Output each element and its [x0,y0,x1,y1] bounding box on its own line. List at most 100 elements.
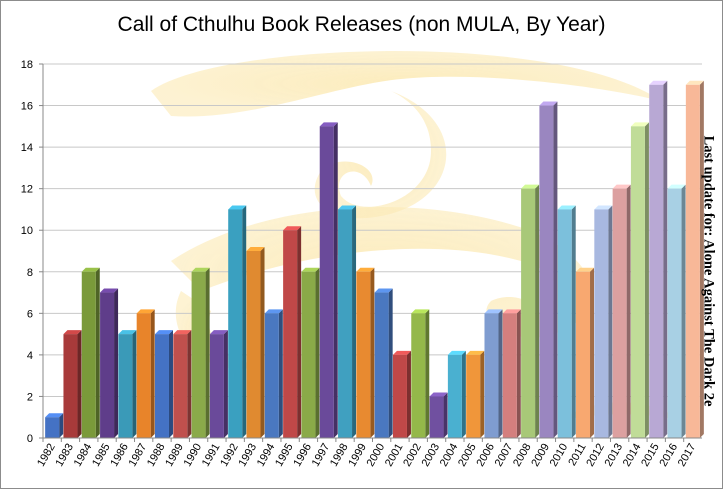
bar-side [132,330,137,438]
bar-side [516,309,521,438]
bar-front [136,313,151,438]
bar-2005 [466,350,485,438]
bar-front [301,271,316,438]
x-tick-label: 2007 [493,441,516,468]
x-tick-label: 2000 [365,442,388,469]
x-tick-label: 2006 [474,441,497,468]
bar-1996 [301,267,320,438]
bar-side [608,205,613,438]
bar-top [502,309,521,314]
bar-top [447,350,466,355]
bar-front [685,84,700,439]
bar-2008 [521,184,540,438]
x-tick-label: 1995 [273,442,296,469]
x-tick-label: 1996 [291,442,314,469]
bar-side [59,413,64,438]
bar-side [461,350,466,438]
bars [45,80,704,439]
bar-2007 [502,309,521,438]
bar-top [685,80,704,85]
x-tick-label: 2003 [420,442,443,469]
y-tick-label: 14 [21,142,33,154]
bar-2015 [649,80,668,439]
bar-top [356,267,375,272]
bar-front [576,271,591,438]
bar-top [45,413,64,418]
bar-top [411,309,430,314]
bar-top [576,267,595,272]
bar-2016 [667,184,686,438]
x-tick-label: 2004 [438,442,461,469]
bar-top [118,330,137,335]
bar-top [246,247,265,251]
x-tick-label: 2008 [511,442,534,469]
bar-top [319,122,338,127]
bar-front [447,354,462,438]
x-tick-label: 2012 [584,442,607,469]
bar-front [356,271,371,438]
x-tick-label: 1998 [328,442,351,469]
bar-side [498,309,503,438]
x-tick-label: 1994 [255,442,278,469]
bar-side [644,122,649,438]
bar-side [168,330,173,438]
bar-front [466,354,481,438]
x-tick-label: 1997 [310,442,333,469]
x-tick-label: 1999 [346,442,369,469]
y-tick-label: 0 [27,433,33,445]
bar-1988 [154,330,173,438]
bar-side [681,184,686,438]
x-tick-label: 1991 [200,442,223,469]
bar-front [63,334,78,438]
bar-side [425,309,430,438]
y-tick-label: 8 [27,267,33,279]
bar-side [443,392,448,438]
bar-1987 [136,309,155,438]
x-tick-label: 2001 [383,442,406,469]
bar-front [100,292,115,438]
y-tick-label: 12 [21,184,33,196]
bar-front [209,334,224,438]
bar-side [535,184,540,438]
bar-1990 [191,267,210,438]
bar-front [484,313,499,438]
bar-front [667,188,682,438]
bar-side [187,330,192,438]
bar-top [136,309,155,314]
bar-front [246,251,261,438]
bar-front [429,396,444,438]
bar-2012 [594,205,613,438]
bar-side [95,267,100,438]
bar-top [100,288,119,293]
bar-1986 [118,330,137,438]
x-tick-label: 2010 [548,442,571,469]
bar-side [370,267,375,438]
bar-2010 [557,205,576,438]
x-tick-label: 2016 [658,442,681,469]
bar-front [319,126,334,438]
bar-2011 [576,267,595,438]
bar-1985 [100,288,119,438]
bar-side [150,309,155,438]
bar-1982 [45,413,64,438]
bar-1993 [246,247,265,438]
x-tick-label: 2013 [603,442,626,469]
bar-1991 [209,330,228,438]
bar-front [283,230,298,438]
bar-2001 [392,350,411,438]
bar-1998 [338,205,357,438]
bar-top [539,101,558,106]
bar-top [392,350,411,355]
x-tick-label: 1990 [182,442,205,469]
bar-front [264,313,279,438]
bar-front [539,105,554,439]
bar-top [283,226,302,231]
bar-2014 [630,122,649,438]
x-axis-ticks: 1982198319841985198619871988198919901991… [35,438,698,469]
bar-top [173,330,192,335]
bar-top [521,184,540,189]
bar-1984 [81,267,100,438]
bar-front [612,188,627,438]
bar-2002 [411,309,430,438]
bar-1983 [63,330,82,438]
